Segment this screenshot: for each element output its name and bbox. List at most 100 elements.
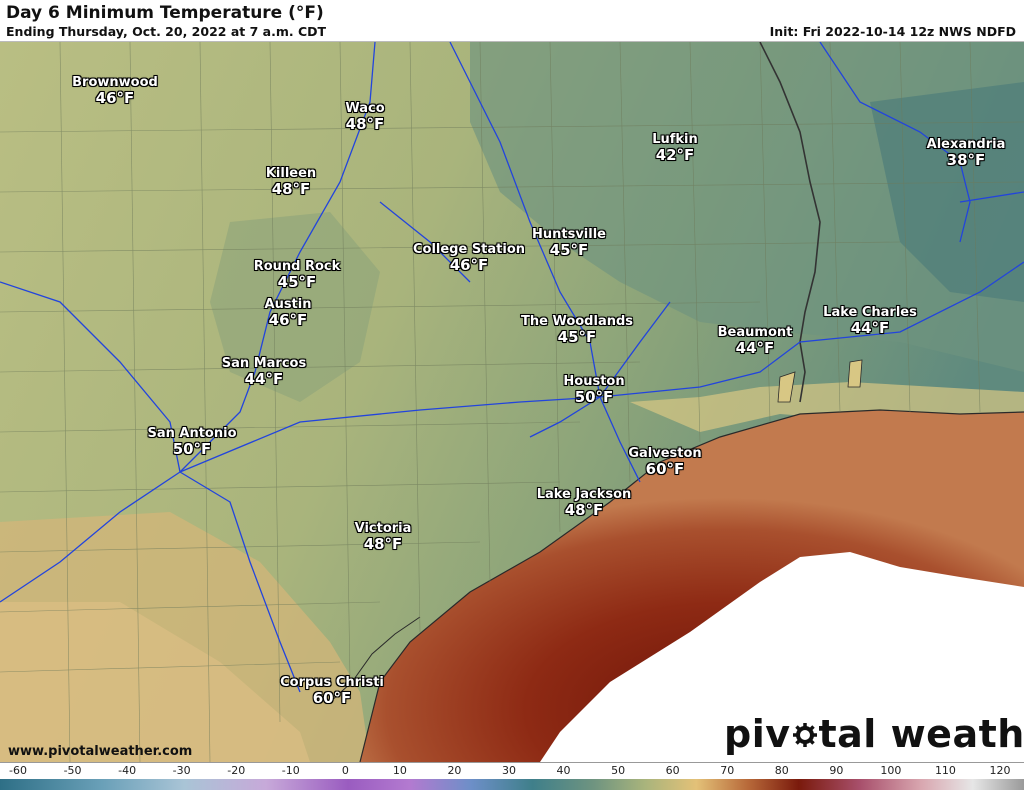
pivotal-weather-logo: piv tal weather bbox=[724, 712, 1024, 756]
city-temp: 44°F bbox=[244, 370, 284, 388]
city-name: Beaumont bbox=[717, 325, 793, 340]
highways bbox=[0, 42, 1024, 693]
city-label-lake-charles: Lake Charles 44°F bbox=[823, 305, 917, 337]
city-name: Austin bbox=[264, 297, 312, 312]
calcasieu-lake bbox=[847, 359, 863, 388]
city-temp: 46°F bbox=[268, 311, 308, 329]
init-time: Init: Fri 2022-10-14 12z NWS NDFD bbox=[769, 24, 1016, 39]
city-name: Victoria bbox=[354, 521, 412, 536]
colorbar-tick: -40 bbox=[118, 764, 137, 777]
city-temp: 45°F bbox=[557, 328, 597, 346]
city-label-the-woodlands: The Woodlands 45°F bbox=[521, 314, 633, 346]
warmer-region-south bbox=[0, 602, 310, 762]
coastline bbox=[359, 409, 1024, 762]
city-temp: 38°F bbox=[946, 151, 986, 169]
city-label-austin: Austin 46°F bbox=[265, 297, 312, 329]
colorbar-tick: 60 bbox=[665, 764, 680, 777]
colorbar-tick: 100 bbox=[880, 764, 902, 777]
city-label-corpus-christi: Corpus Christi 60°F bbox=[280, 675, 384, 707]
colorbar-tick: 90 bbox=[829, 764, 844, 777]
city-label-san-antonio: San Antonio 50°F bbox=[147, 426, 236, 458]
header: Day 6 Minimum Temperature (°F) Ending Th… bbox=[0, 0, 1024, 42]
city-temp: 48°F bbox=[363, 535, 403, 553]
city-temp: 45°F bbox=[277, 273, 317, 291]
colorbar-tick: -60 bbox=[9, 764, 27, 777]
city-name: Alexandria bbox=[926, 137, 1006, 152]
website-url: www.pivotalweather.com bbox=[8, 744, 193, 759]
colorbar-tick: 10 bbox=[392, 764, 407, 777]
city-temp: 46°F bbox=[95, 89, 135, 107]
bay-outline bbox=[329, 616, 421, 703]
city-label-waco: Waco 48°F bbox=[345, 101, 384, 133]
city-name: The Woodlands bbox=[520, 314, 634, 329]
city-label-beaumont: Beaumont 44°F bbox=[718, 325, 793, 357]
colorbar-tick: 20 bbox=[447, 764, 462, 777]
map-title: Day 6 Minimum Temperature (°F) bbox=[6, 3, 324, 23]
colorbar-tick: -20 bbox=[227, 764, 246, 777]
sabine-lake bbox=[777, 371, 796, 403]
colorbar-tick: 110 bbox=[934, 764, 956, 777]
no-data-region bbox=[540, 552, 1024, 762]
logo-text-right: tal weather bbox=[818, 712, 1024, 756]
city-name: Waco bbox=[345, 101, 385, 116]
cool-region-hill-country bbox=[210, 212, 380, 402]
city-temp: 42°F bbox=[655, 146, 695, 164]
city-label-houston: Houston 50°F bbox=[563, 374, 624, 406]
map-subtitle: Ending Thursday, Oct. 20, 2022 at 7 a.m.… bbox=[6, 24, 327, 39]
county-lines bbox=[0, 42, 1024, 762]
city-temp: 50°F bbox=[574, 388, 614, 406]
city-name: Galveston bbox=[628, 446, 702, 461]
city-label-victoria: Victoria 48°F bbox=[355, 521, 412, 553]
city-label-alexandria: Alexandria 38°F bbox=[927, 137, 1006, 169]
city-name: Round Rock bbox=[253, 259, 341, 274]
city-temp: 44°F bbox=[735, 339, 775, 357]
coldest-region bbox=[870, 82, 1024, 302]
city-name: San Marcos bbox=[221, 356, 307, 371]
city-label-lufkin: Lufkin 42°F bbox=[652, 132, 698, 164]
city-temp: 50°F bbox=[172, 440, 212, 458]
colorbar-strip bbox=[0, 779, 1024, 790]
city-temp: 44°F bbox=[850, 319, 890, 337]
city-label-huntsville: Huntsville 45°F bbox=[532, 227, 606, 259]
city-label-brownwood: Brownwood 46°F bbox=[72, 75, 158, 107]
state-boundary bbox=[759, 42, 821, 403]
city-name: San Antonio bbox=[147, 426, 237, 441]
city-name: Houston bbox=[563, 374, 625, 389]
colorbar-tick: 0 bbox=[341, 764, 349, 777]
colorbar-tick: -50 bbox=[63, 764, 82, 777]
colorbar-tick: 40 bbox=[556, 764, 571, 777]
city-name: Lake Jackson bbox=[536, 487, 632, 502]
colorbar-tick: -30 bbox=[172, 764, 191, 777]
logo-text-left: piv bbox=[724, 712, 791, 756]
city-temp: 46°F bbox=[449, 256, 489, 274]
temperature-colorbar: -60 -50 -40 -30 -20 -10 0 10 20 30 40 50 60 70 80 90 100… bbox=[0, 762, 1024, 791]
city-name: Brownwood bbox=[72, 75, 158, 90]
colorbar-tick: 30 bbox=[502, 764, 516, 777]
map-canvas bbox=[0, 42, 1024, 762]
city-label-galveston: Galveston 60°F bbox=[628, 446, 701, 478]
city-label-killeen: Killeen 48°F bbox=[266, 166, 316, 198]
colorbar-tick: 80 bbox=[774, 764, 789, 777]
colorbar-tick: -10 bbox=[281, 764, 300, 777]
city-label-round-rock: Round Rock 45°F bbox=[254, 259, 341, 291]
city-label-college-station: College Station 46°F bbox=[413, 242, 525, 274]
city-temp: 48°F bbox=[345, 115, 385, 133]
temperature-map[interactable] bbox=[0, 42, 1024, 762]
city-name: College Station bbox=[412, 242, 526, 257]
colorbar-tick: 50 bbox=[611, 764, 626, 777]
city-name: Killeen bbox=[265, 166, 317, 181]
gear-icon bbox=[792, 723, 817, 747]
city-temp: 45°F bbox=[549, 241, 589, 259]
city-temp: 48°F bbox=[271, 180, 311, 198]
city-name: Corpus Christi bbox=[280, 675, 384, 690]
city-label-san-marcos: San Marcos 44°F bbox=[222, 356, 306, 388]
colorbar-labels: -60 -50 -40 -30 -20 -10 0 10 20 30 40 50 60 70 80 90 100… bbox=[0, 764, 1024, 778]
city-temp: 60°F bbox=[645, 460, 685, 478]
city-name: Huntsville bbox=[531, 227, 607, 242]
city-name: Lake Charles bbox=[823, 305, 917, 320]
city-temp: 48°F bbox=[564, 501, 604, 519]
city-temp: 60°F bbox=[312, 689, 352, 707]
colorbar-tick: 70 bbox=[720, 764, 735, 777]
colorbar-tick: 120 bbox=[989, 764, 1011, 777]
city-name: Lufkin bbox=[652, 132, 698, 147]
